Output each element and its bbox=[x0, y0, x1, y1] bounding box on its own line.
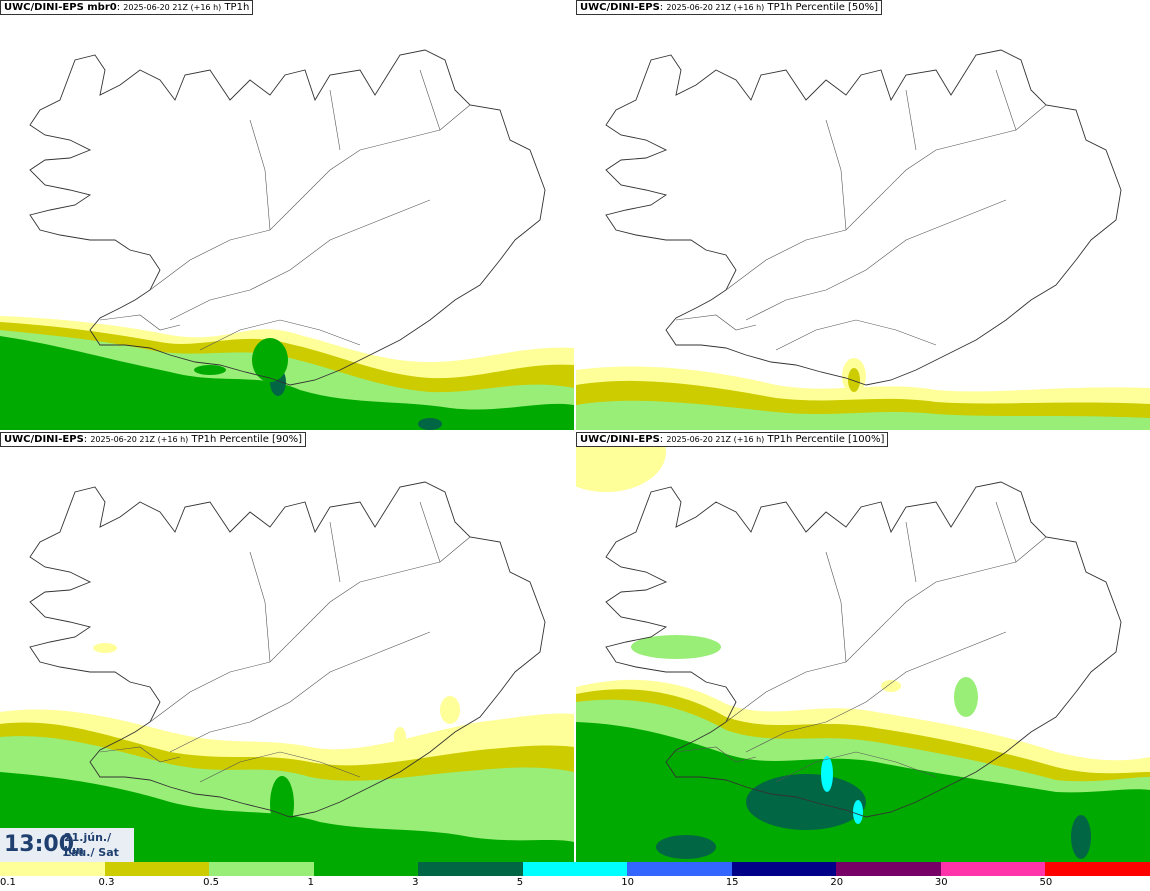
legend-tick-label: 3 bbox=[412, 877, 419, 888]
precip-green-cell bbox=[631, 635, 721, 659]
legend-swatch bbox=[522, 862, 628, 876]
map-p90 bbox=[0, 481, 574, 862]
panel-run: 2025-06-20 21Z (+16 h) bbox=[90, 435, 189, 444]
precip-green-cell bbox=[270, 776, 294, 832]
precip-dark-green bbox=[656, 835, 716, 859]
coastline bbox=[605, 49, 1122, 386]
map-panel-p50: UWC/DINI-EPS: 2025-06-20 21Z (+16 h) TP1… bbox=[576, 0, 1150, 430]
precip-core bbox=[418, 418, 442, 430]
legend-tick-label: 1 bbox=[307, 877, 314, 888]
panel-title: UWC/DINI-EPS mbr0: 2025-06-20 21Z (+16 h… bbox=[0, 0, 254, 15]
valid-day: Lau./ Sat bbox=[64, 846, 119, 859]
panel-model: UWC/DINI-EPS bbox=[580, 434, 660, 445]
precip-yellow-cell bbox=[93, 643, 117, 653]
panel-run: 2025-06-20 21Z (+16 h) bbox=[666, 3, 765, 12]
legend-swatch bbox=[1045, 862, 1150, 876]
valid-date: 21.jún./ Jun bbox=[64, 831, 112, 857]
panel-model: UWC/DINI-EPS bbox=[580, 2, 660, 13]
valid-time-box: 13:00 21.jún./ Jun Lau./ Sat bbox=[0, 828, 134, 862]
legend-swatch bbox=[418, 862, 524, 876]
map-p100 bbox=[576, 432, 1150, 862]
panel-field: TP1h bbox=[224, 2, 250, 13]
precip-cyan bbox=[821, 756, 833, 792]
panel-model: UWC/DINI-EPS bbox=[4, 434, 84, 445]
legend-swatch bbox=[0, 862, 106, 876]
legend-swatch bbox=[104, 862, 210, 876]
legend-swatch bbox=[940, 862, 1046, 876]
legend-tick-label: 30 bbox=[934, 877, 948, 888]
map-p50 bbox=[576, 49, 1150, 430]
panel-field: TP1h Percentile [50%] bbox=[767, 2, 879, 13]
panel-field: TP1h Percentile [90%] bbox=[191, 434, 303, 445]
legend-tick-label: 0.1 bbox=[0, 877, 16, 888]
precip-green bbox=[0, 336, 574, 430]
legend-tick-label: 0.5 bbox=[203, 877, 219, 888]
precip-yellow-cell bbox=[394, 727, 406, 747]
precip-dark-green bbox=[746, 774, 866, 830]
legend-swatch bbox=[731, 862, 837, 876]
legend-tick-label: 10 bbox=[621, 877, 634, 888]
panel-model: UWC/DINI-EPS mbr0 bbox=[4, 2, 117, 13]
legend-swatch bbox=[627, 862, 733, 876]
panel-run: 2025-06-20 21Z (+16 h) bbox=[123, 3, 222, 12]
precip-green-cell bbox=[194, 365, 226, 375]
legend-tick-label: 0.3 bbox=[98, 877, 115, 888]
precip-green-cell bbox=[954, 677, 978, 717]
legend-swatch bbox=[209, 862, 315, 876]
panel-field: TP1h Percentile [100%] bbox=[767, 434, 885, 445]
panel-title: UWC/DINI-EPS: 2025-06-20 21Z (+16 h) TP1… bbox=[576, 0, 883, 15]
precip-yellow-cell bbox=[440, 696, 460, 724]
precip-light-green bbox=[576, 400, 1150, 430]
map-panel-mbr0: UWC/DINI-EPS mbr0: 2025-06-20 21Z (+16 h… bbox=[0, 0, 574, 430]
panel-title: UWC/DINI-EPS: 2025-06-20 21Z (+16 h) TP1… bbox=[0, 432, 307, 447]
panel-divider-horizontal bbox=[0, 430, 1150, 432]
map-panel-p100: UWC/DINI-EPS: 2025-06-20 21Z (+16 h) TP1… bbox=[576, 432, 1150, 862]
precip-dark-green bbox=[1071, 815, 1091, 859]
panel-title: UWC/DINI-EPS: 2025-06-20 21Z (+16 h) TP1… bbox=[576, 432, 889, 447]
legend-swatch bbox=[313, 862, 419, 876]
legend-tick-label: 5 bbox=[516, 877, 524, 888]
color-legend: 0.1 0.3 0.5 1 3 5 10 15 20 30 50 bbox=[0, 862, 1150, 891]
panel-run: 2025-06-20 21Z (+16 h) bbox=[666, 435, 765, 444]
precip-yellow-cell bbox=[881, 680, 901, 692]
precip-cyan bbox=[853, 800, 863, 824]
legend-swatch bbox=[836, 862, 942, 876]
legend-tick-label: 15 bbox=[725, 877, 739, 888]
precip-green-cell bbox=[252, 338, 288, 382]
valid-time: 13:00 bbox=[4, 832, 75, 857]
precip-green bbox=[576, 722, 1150, 862]
legend-tick-label: 50 bbox=[1039, 877, 1053, 888]
map-mbr0 bbox=[0, 49, 574, 430]
precip-olive-cell bbox=[848, 368, 860, 392]
legend-tick-label: 20 bbox=[830, 877, 844, 888]
map-panel-p90: UWC/DINI-EPS: 2025-06-20 21Z (+16 h) TP1… bbox=[0, 432, 574, 862]
